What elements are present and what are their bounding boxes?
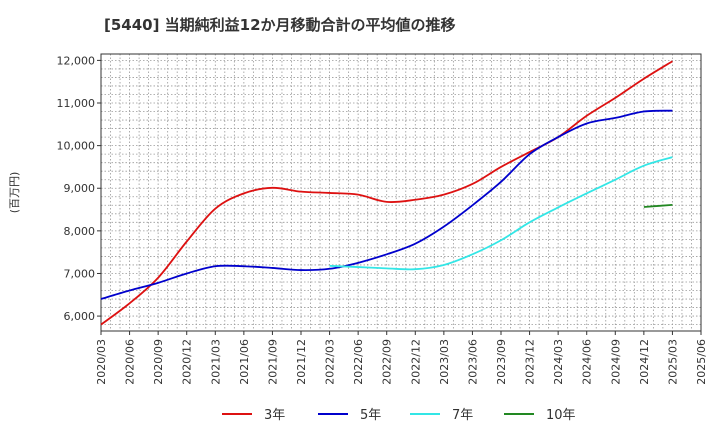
x-tick-label: 2020/06 [124, 339, 137, 385]
x-tick-label: 2025/06 [695, 339, 708, 385]
series-line-2 [100, 109, 673, 300]
x-tick-label: 2023/06 [466, 339, 479, 385]
y-axis-label: (百万円) [8, 172, 21, 214]
x-tick-label: 2024/12 [638, 339, 651, 385]
x-tick-label: 2020/09 [152, 339, 165, 385]
legend-label-1: 3年 [264, 408, 285, 423]
y-tick-label: 10,000 [57, 140, 96, 153]
x-tick-label: 2024/03 [552, 339, 565, 385]
x-tick-label: 2021/12 [295, 339, 308, 385]
x-tick-label: 2021/09 [266, 339, 279, 385]
x-tick-label: 2022/09 [381, 339, 394, 385]
y-tick-label: 8,000 [64, 225, 96, 238]
x-tick-label: 2023/03 [438, 339, 451, 385]
plot-frame [100, 53, 702, 332]
plot-area [101, 54, 701, 331]
x-tick-label: 2023/12 [524, 339, 537, 385]
x-tick-label: 2024/06 [581, 339, 594, 385]
x-tick-label: 2022/06 [352, 339, 365, 385]
y-tick-label: 12,000 [57, 54, 96, 67]
legend-label-2: 5年 [360, 408, 381, 423]
y-tick-label: 9,000 [64, 182, 96, 195]
x-tick-label: 2020/03 [95, 339, 108, 385]
x-tick-label: 2023/09 [495, 339, 508, 385]
series-line-1 [100, 60, 673, 326]
x-tick-label: 2025/03 [666, 339, 679, 385]
series-line-3 [329, 156, 673, 271]
x-tick-label: 2021/06 [238, 339, 251, 385]
x-tick-label: 2024/09 [609, 339, 622, 385]
y-tick-label: 6,000 [64, 310, 96, 323]
x-tick-label: 2020/12 [181, 339, 194, 385]
legend-label-4: 10年 [546, 408, 576, 423]
x-tick-label: 2022/03 [324, 339, 337, 385]
series-line-4 [643, 203, 673, 208]
chart-title: [5440] 当期純利益12か月移動合計の平均値の推移 [104, 16, 456, 34]
y-tick-label: 11,000 [57, 97, 96, 110]
y-tick-label: 7,000 [64, 267, 96, 280]
x-tick-label: 2022/12 [409, 339, 422, 385]
legend-label-3: 7年 [452, 408, 473, 423]
x-tick-label: 2021/03 [209, 339, 222, 385]
